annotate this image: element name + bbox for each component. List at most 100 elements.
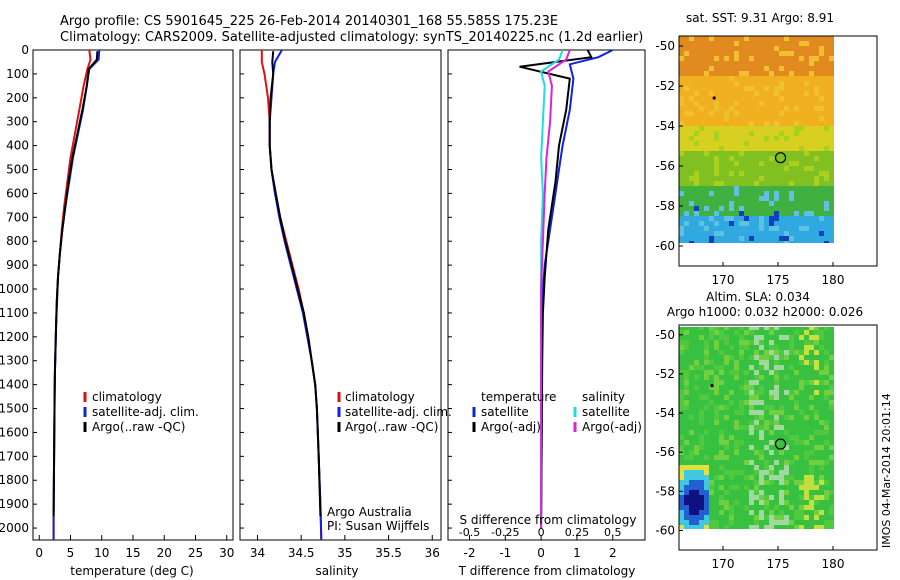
map-cell	[719, 121, 724, 126]
map-cell	[699, 121, 704, 126]
map-cell	[714, 520, 719, 525]
map-cell	[739, 46, 744, 51]
argo-position-marker	[774, 438, 787, 450]
map-cell	[704, 191, 709, 196]
map-cell	[774, 415, 779, 420]
map-cell	[759, 480, 764, 485]
map-cell	[814, 445, 819, 450]
map-cell	[729, 495, 734, 500]
map-cell	[774, 365, 779, 370]
map-cell	[714, 156, 719, 161]
map-cell	[789, 181, 794, 186]
map-cell	[729, 330, 734, 335]
map-cell	[749, 236, 754, 241]
map-cell	[784, 91, 789, 96]
map-cell	[724, 46, 729, 51]
map-cell	[724, 335, 729, 340]
map-cell	[689, 410, 694, 415]
map-cell	[729, 76, 734, 81]
map-cell	[759, 91, 764, 96]
map-cell	[679, 156, 684, 161]
map-cell	[694, 71, 699, 76]
map-cell	[704, 520, 709, 525]
map-cell	[764, 375, 769, 380]
map-cell	[764, 221, 769, 226]
y-tick-label: 1000	[0, 282, 29, 296]
map-cell	[819, 455, 824, 460]
map-cell	[829, 360, 834, 365]
map-cell	[679, 525, 684, 529]
map-cell	[814, 465, 819, 470]
map-cell	[739, 360, 744, 365]
map-cell	[684, 450, 689, 455]
map-cell	[809, 151, 814, 156]
map-cell	[814, 475, 819, 480]
map-cell	[734, 56, 739, 61]
map-cell	[729, 410, 734, 415]
map-cell	[784, 51, 789, 56]
map-cell	[704, 435, 709, 440]
map-cell	[804, 126, 809, 131]
map-cell	[709, 500, 714, 505]
map-cell	[784, 330, 789, 335]
map-cell	[754, 226, 759, 231]
map-cell	[779, 61, 784, 66]
map-cell	[759, 151, 764, 156]
map-x-tick-label: 170	[712, 557, 735, 571]
map-cell	[689, 390, 694, 395]
map-cell	[804, 101, 809, 106]
map-cell	[699, 410, 704, 415]
map-cell	[814, 81, 819, 86]
map-cell	[709, 71, 714, 76]
map-cell	[754, 525, 759, 529]
map-cell	[759, 76, 764, 81]
map-cell	[749, 430, 754, 435]
map-cell	[759, 141, 764, 146]
map-cell	[709, 375, 714, 380]
map-cell	[709, 226, 714, 231]
map-cell	[779, 360, 784, 365]
map-cell	[689, 485, 694, 490]
map-cell	[719, 146, 724, 151]
map-cell	[789, 36, 794, 41]
map-cell	[714, 365, 719, 370]
map-cell	[814, 146, 819, 151]
map-cell	[689, 335, 694, 340]
map-cell	[679, 520, 684, 525]
map-cell	[709, 380, 714, 385]
map-cell	[829, 375, 834, 380]
map-cell	[774, 141, 779, 146]
map-cell	[814, 335, 819, 340]
map-cell	[784, 226, 789, 231]
map-cell	[694, 216, 699, 221]
map-cell	[799, 101, 804, 106]
map-cell	[724, 465, 729, 470]
map-cell	[819, 425, 824, 430]
map-cell	[799, 146, 804, 151]
map-cell	[759, 206, 764, 211]
map-cell	[799, 126, 804, 131]
map-cell	[724, 81, 729, 86]
x-tick-label: -1	[499, 546, 511, 560]
map-cell	[699, 480, 704, 485]
map-cell	[824, 405, 829, 410]
map-cell	[814, 410, 819, 415]
map-cell	[784, 420, 789, 425]
map-cell	[819, 131, 824, 136]
map-cell	[749, 465, 754, 470]
map-cell	[799, 345, 804, 350]
map-cell	[694, 176, 699, 181]
map-cell	[714, 445, 719, 450]
map-cell	[714, 425, 719, 430]
map-cell	[684, 410, 689, 415]
map-cell	[719, 151, 724, 156]
map-cell	[744, 370, 749, 375]
y-tick-label: 600	[6, 186, 29, 200]
map-cell	[744, 226, 749, 231]
map-cell	[689, 46, 694, 51]
map-cell	[814, 490, 819, 495]
map-cell	[729, 86, 734, 91]
map-cell	[739, 425, 744, 430]
map-cell	[684, 226, 689, 231]
map-cell	[779, 76, 784, 81]
